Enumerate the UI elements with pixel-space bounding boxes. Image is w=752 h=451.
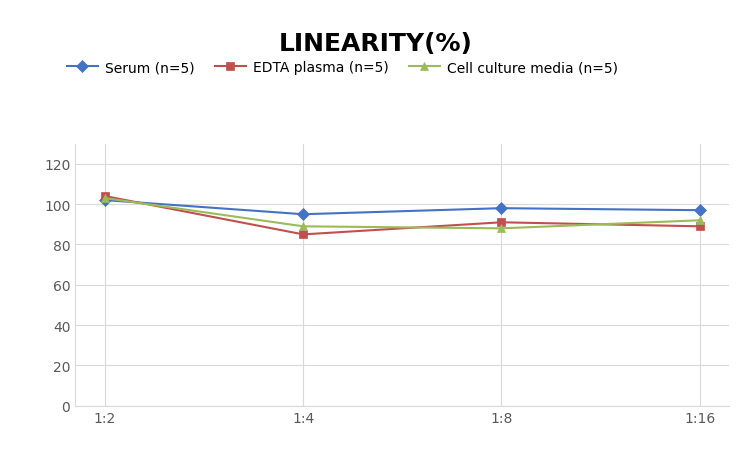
Line: EDTA plasma (n=5): EDTA plasma (n=5) [101,193,704,239]
Legend: Serum (n=5), EDTA plasma (n=5), Cell culture media (n=5): Serum (n=5), EDTA plasma (n=5), Cell cul… [67,61,617,75]
Serum (n=5) [497,206,506,212]
Cell culture media (n=5) [101,196,110,201]
EDTA plasma (n=5) [299,232,308,238]
Serum (n=5) [299,212,308,217]
Text: LINEARITY(%): LINEARITY(%) [279,32,473,55]
EDTA plasma (n=5) [101,194,110,199]
Line: Serum (n=5): Serum (n=5) [101,197,704,219]
Cell culture media (n=5) [695,218,704,224]
Cell culture media (n=5) [299,224,308,230]
Serum (n=5) [101,198,110,203]
EDTA plasma (n=5) [695,224,704,230]
Serum (n=5) [695,208,704,213]
EDTA plasma (n=5) [497,220,506,226]
Line: Cell culture media (n=5): Cell culture media (n=5) [101,194,704,233]
Cell culture media (n=5) [497,226,506,231]
